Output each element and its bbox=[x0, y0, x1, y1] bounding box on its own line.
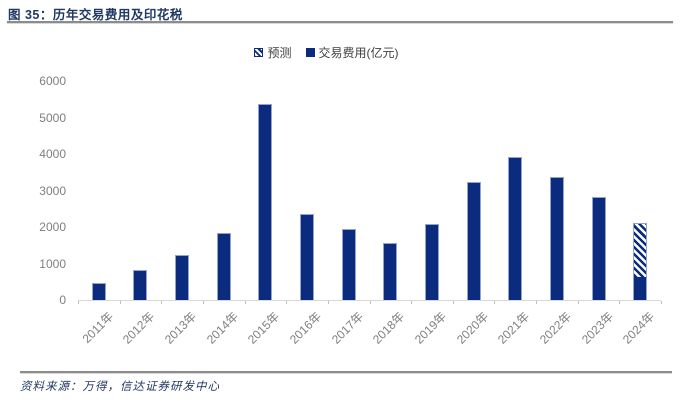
footer-divider bbox=[20, 371, 672, 374]
transaction-fee-bar-segment bbox=[633, 276, 648, 300]
transaction-fee-solid-swatch-icon bbox=[305, 48, 315, 57]
bar-2014年 bbox=[216, 233, 231, 300]
bar-2019年 bbox=[424, 224, 439, 300]
y-axis: 0 1000 2000 3000 4000 5000 6000 bbox=[0, 74, 66, 307]
category-cell bbox=[578, 81, 620, 300]
category-cell bbox=[536, 81, 578, 300]
category-cell bbox=[494, 81, 536, 300]
axis-tick bbox=[619, 301, 621, 304]
plot-area bbox=[78, 81, 661, 301]
y-axis-tick-label: 4000 bbox=[39, 147, 66, 161]
axis-tick bbox=[161, 301, 163, 304]
axis-tick bbox=[661, 301, 662, 304]
transaction-fee-bar-segment bbox=[216, 233, 231, 300]
bar-2013年 bbox=[175, 255, 190, 300]
transaction-fee-bar-segment bbox=[341, 229, 356, 300]
forecast-bar-segment bbox=[633, 223, 648, 277]
transaction-fee-bar-segment bbox=[424, 224, 439, 300]
legend-label: 交易费用(亿元) bbox=[318, 46, 399, 60]
category-cell bbox=[328, 81, 370, 300]
bar-2023年 bbox=[591, 197, 606, 300]
axis-tick bbox=[244, 301, 246, 304]
category-cell bbox=[411, 81, 453, 300]
legend-label: 预测 bbox=[267, 46, 292, 60]
transaction-fee-bar-segment bbox=[91, 283, 106, 300]
category-cell bbox=[78, 81, 120, 300]
y-axis-tick-label: 6000 bbox=[39, 74, 66, 88]
bar-2015年 bbox=[258, 104, 273, 300]
category-cell bbox=[161, 81, 203, 300]
transaction-fee-bar-segment bbox=[133, 270, 148, 300]
transaction-fee-bar-segment bbox=[300, 213, 315, 300]
y-axis-tick-label: 3000 bbox=[39, 183, 66, 198]
transaction-fee-bar-segment bbox=[383, 243, 398, 300]
bar-2016年 bbox=[300, 213, 315, 300]
axis-tick bbox=[577, 301, 579, 304]
y-axis-tick-label: 2000 bbox=[39, 220, 66, 234]
bar-2011年 bbox=[91, 283, 106, 300]
figure-title: 图 35：历年交易费用及印花税 bbox=[8, 8, 183, 22]
bar-2020年 bbox=[466, 182, 481, 300]
axis-tick bbox=[286, 301, 288, 304]
bar-2024年 bbox=[633, 223, 648, 300]
header-divider bbox=[7, 21, 673, 24]
legend-item-forecast: 预测 bbox=[254, 44, 292, 61]
transaction-fee-bar-segment bbox=[466, 182, 481, 300]
category-cell bbox=[369, 81, 411, 300]
axis-tick bbox=[452, 301, 454, 304]
transaction-fee-bar-segment bbox=[549, 177, 564, 300]
category-cell bbox=[203, 81, 245, 300]
category-cell bbox=[453, 81, 495, 300]
category-cell bbox=[245, 81, 287, 300]
transaction-fee-bar-segment bbox=[508, 157, 523, 300]
axis-tick bbox=[411, 301, 413, 304]
axis-tick bbox=[78, 301, 79, 304]
bar-2018年 bbox=[383, 243, 398, 300]
category-cell bbox=[120, 81, 162, 300]
bar-2017年 bbox=[341, 229, 356, 300]
y-axis-tick-label: 0 bbox=[59, 293, 66, 307]
transaction-fee-bar-segment bbox=[258, 104, 273, 300]
axis-tick bbox=[369, 301, 371, 304]
chart-legend: 预测 交易费用(亿元) bbox=[0, 44, 671, 61]
category-cell bbox=[619, 81, 661, 300]
y-axis-tick-label: 5000 bbox=[39, 110, 66, 125]
axis-tick bbox=[536, 301, 538, 304]
forecast-hatched-swatch-icon bbox=[254, 48, 264, 57]
axis-tick bbox=[327, 301, 329, 304]
axis-tick bbox=[494, 301, 496, 304]
bar-2022年 bbox=[549, 177, 564, 300]
transaction-fee-bar-segment bbox=[591, 197, 606, 300]
legend-item-transaction-fee: 交易费用(亿元) bbox=[305, 44, 399, 61]
y-axis-tick-label: 1000 bbox=[39, 256, 66, 271]
axis-tick bbox=[202, 301, 204, 304]
bar-2021年 bbox=[508, 157, 523, 300]
bar-2012年 bbox=[133, 270, 148, 300]
axis-tick bbox=[119, 301, 121, 304]
category-cell bbox=[286, 81, 328, 300]
transaction-fee-bar-segment bbox=[175, 255, 190, 300]
x-axis: 2011年 2012年 2013年 2014年 2015年 2016年 2017年 2018年… bbox=[78, 300, 662, 360]
source-note: 资料来源：万得，信达证券研发中心 bbox=[20, 381, 220, 393]
